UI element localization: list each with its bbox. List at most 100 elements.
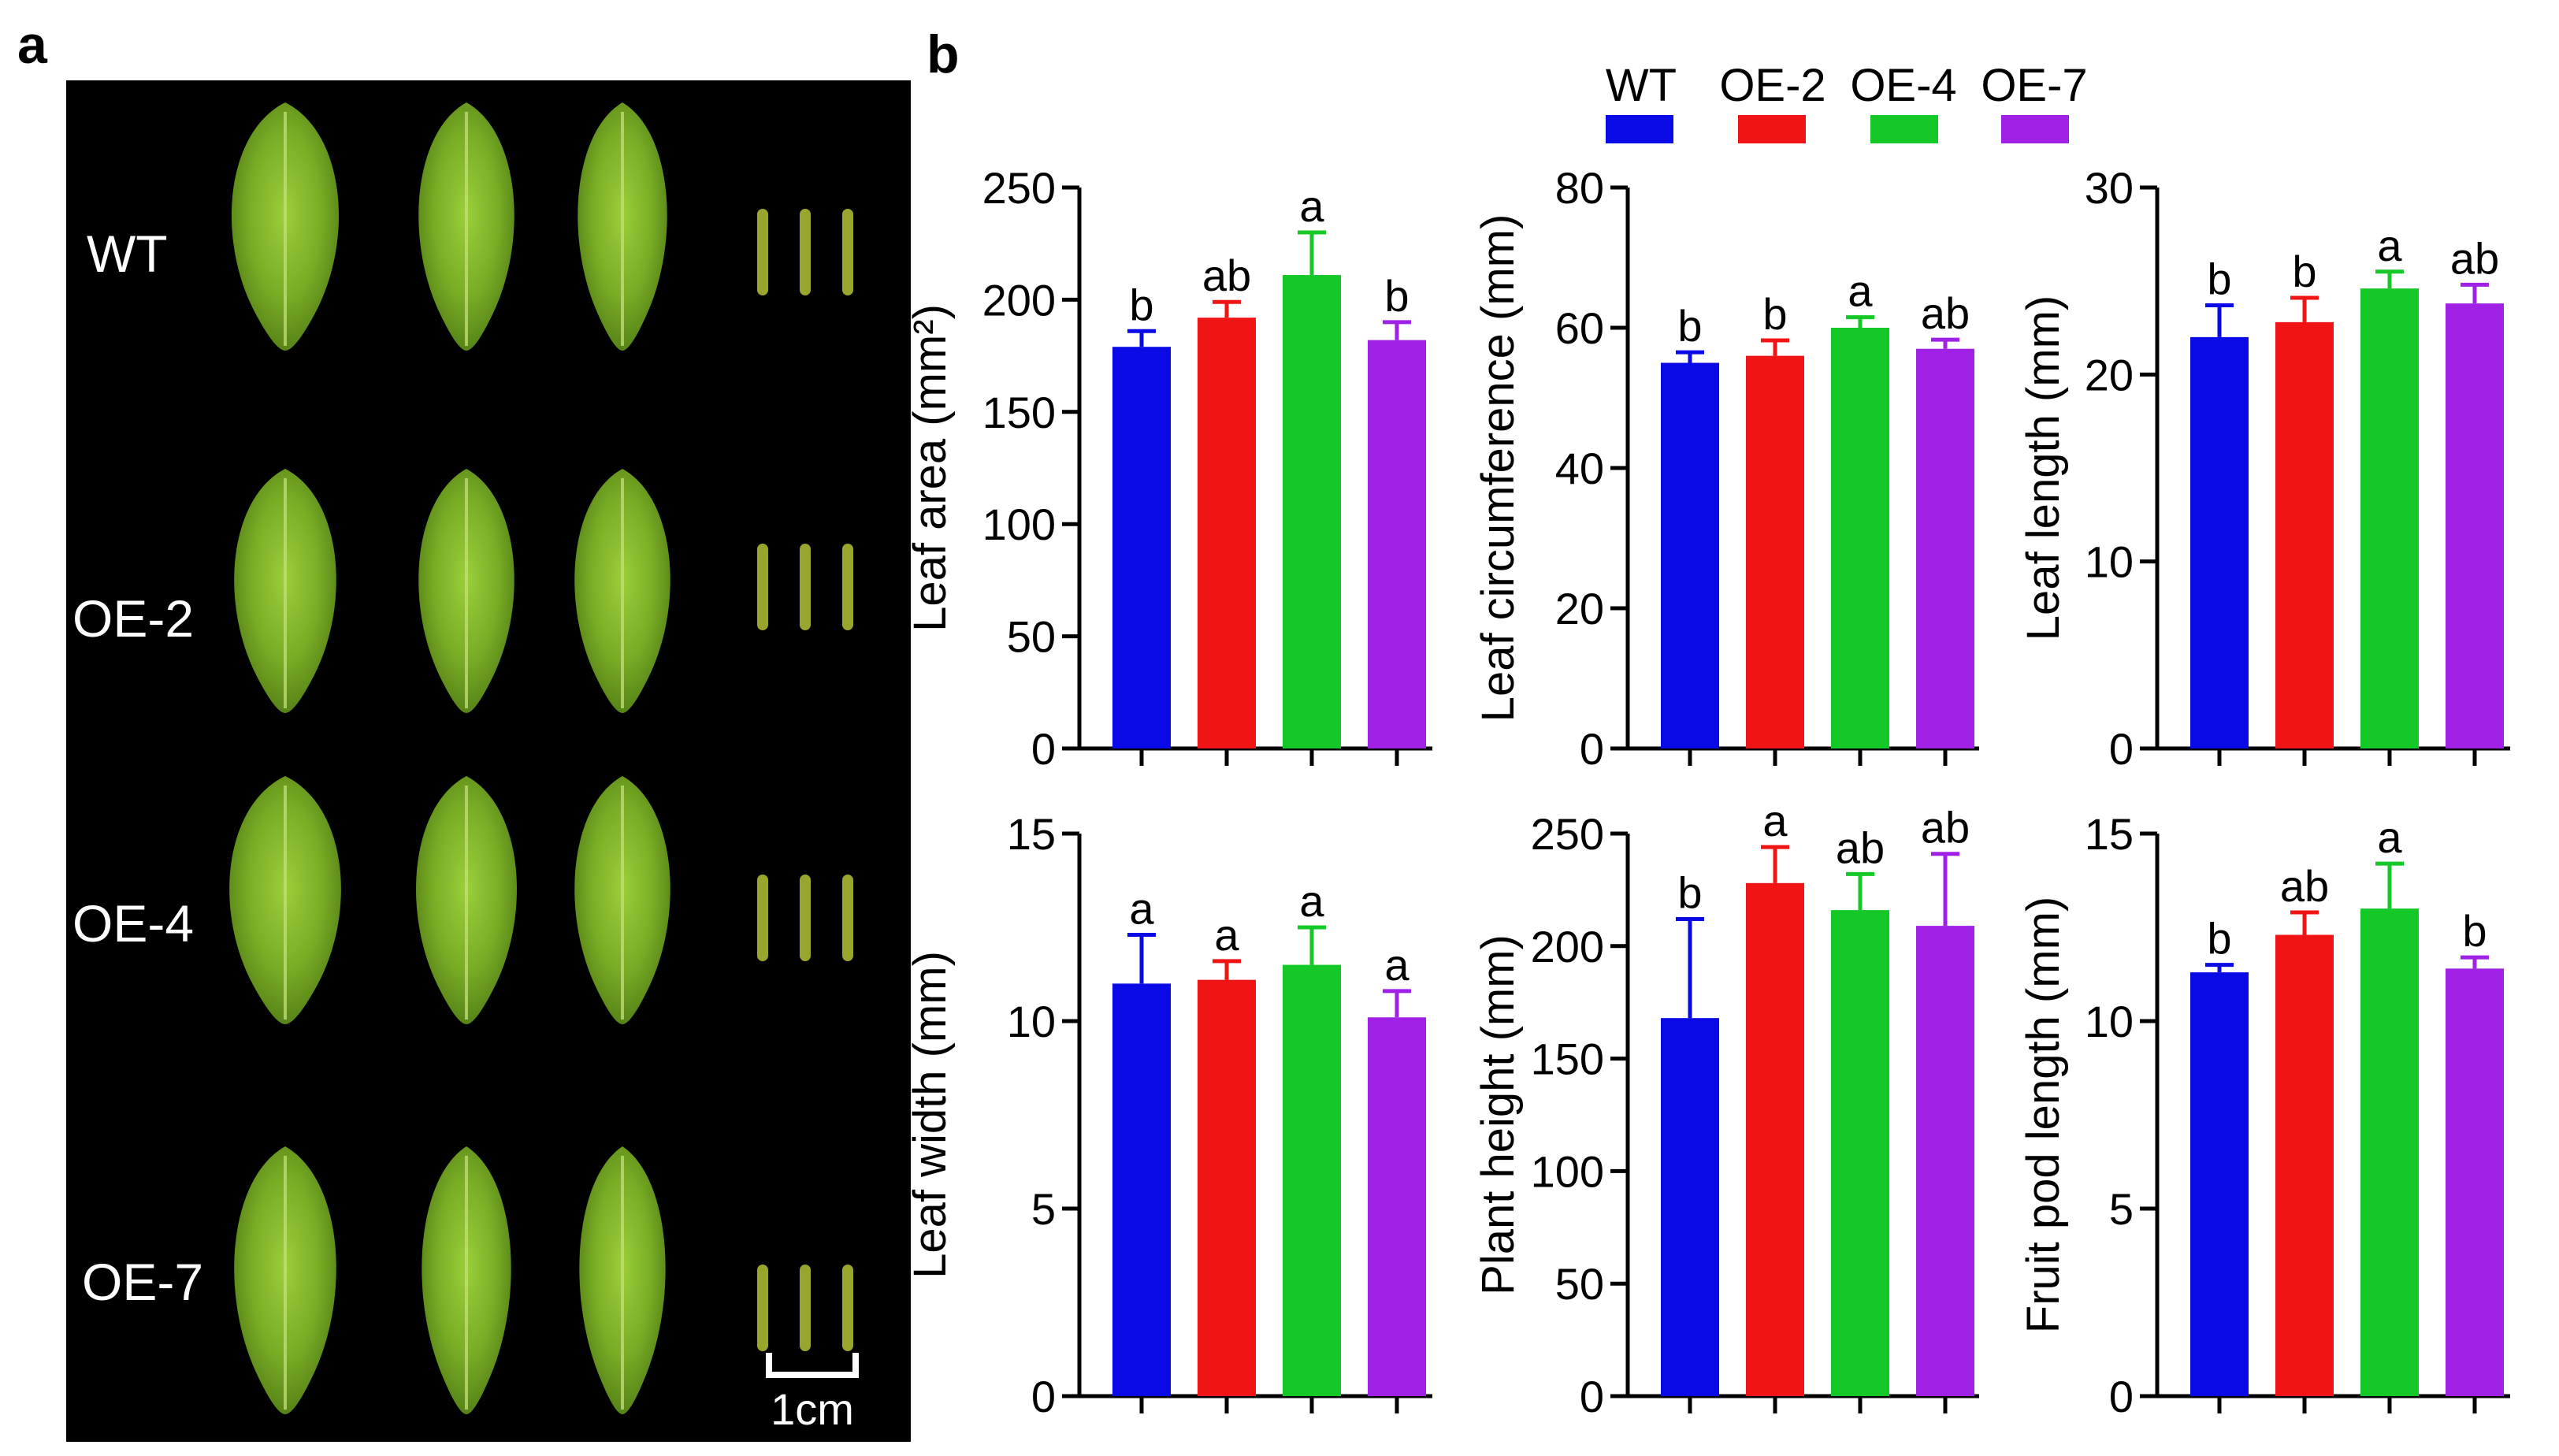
significance-letter: ab <box>1921 803 1970 852</box>
bar-wt <box>1661 1018 1719 1396</box>
bar-oe-7 <box>2446 303 2504 748</box>
significance-letter: a <box>1299 181 1324 231</box>
y-tick-label: 50 <box>1007 612 1056 662</box>
row-label-oe2: OE-2 <box>72 589 194 648</box>
legend-label-oe2: OE-2 <box>1719 60 1825 111</box>
y-tick-label: 100 <box>1531 1146 1604 1196</box>
y-tick-label: 15 <box>1007 809 1056 859</box>
fruit-pod <box>800 209 811 295</box>
panel-a: a WT OE-2 OE-4 OE-7 1cm <box>17 15 911 1442</box>
y-tick-label: 5 <box>2109 1184 2134 1234</box>
fruit-pod <box>842 875 853 961</box>
significance-letter: a <box>1384 940 1409 990</box>
significance-letter: a <box>1848 266 1873 316</box>
y-axis-label: Plant height (mm) <box>1473 934 1524 1295</box>
bar-oe-4 <box>1283 275 1341 748</box>
bar-wt <box>1661 362 1719 748</box>
y-axis-label: Leaf length (mm) <box>2018 295 2069 641</box>
fruit-pod <box>757 544 768 630</box>
legend-swatch-oe2 <box>1738 115 1806 143</box>
legend-swatch-wt <box>1606 115 1673 143</box>
significance-letter: a <box>1214 910 1239 960</box>
significance-letter: a <box>1129 884 1154 934</box>
significance-letter: b <box>1677 868 1702 918</box>
legend-swatch-oe7 <box>2001 115 2069 143</box>
y-tick-label: 200 <box>982 275 1056 325</box>
chart-leaf-width: 0 5 10 15 Leaf width (mm) a a a a <box>904 809 1432 1421</box>
chart-leaf-circumference: 0 20 40 60 80 Leaf circumference (mm) b b a ab <box>1473 163 1979 774</box>
y-tick-label: 250 <box>982 163 1056 213</box>
bar-oe-4 <box>1831 910 1889 1396</box>
fruit-pod <box>800 875 811 961</box>
legend-swatch-oe4 <box>1870 115 1938 143</box>
significance-letter: a <box>1762 796 1788 845</box>
fruit-pods <box>757 209 853 1351</box>
y-axis-label: Fruit pod length (mm) <box>2018 897 2069 1333</box>
leaf-photo <box>229 102 670 1414</box>
y-tick-label: 200 <box>1531 922 1604 971</box>
panel-a-label: a <box>17 15 48 75</box>
bar-oe-4 <box>2360 288 2419 748</box>
fruit-pod <box>842 1265 853 1351</box>
fruit-pod <box>800 1265 811 1351</box>
significance-letter: ab <box>1836 823 1885 872</box>
significance-letter: b <box>2207 914 2231 964</box>
fruit-pod <box>757 875 768 961</box>
fruit-pod <box>757 209 768 295</box>
fruit-pod <box>800 544 811 630</box>
significance-letter: a <box>2377 221 2402 270</box>
legend-label-oe4: OE-4 <box>1850 60 1956 111</box>
y-tick-label: 60 <box>1555 303 1604 353</box>
significance-letter: b <box>2462 906 2487 956</box>
y-tick-label: 5 <box>1031 1184 1056 1234</box>
y-tick-label: 150 <box>1531 1034 1604 1084</box>
y-tick-label: 20 <box>1555 584 1604 633</box>
significance-letter: a <box>2377 812 2402 862</box>
y-tick-label: 50 <box>1555 1259 1604 1309</box>
y-tick-label: 0 <box>1580 724 1604 774</box>
significance-letter: b <box>1677 301 1702 351</box>
bar-oe-4 <box>2360 908 2419 1396</box>
bar-oe-7 <box>1916 348 1974 748</box>
y-tick-label: 0 <box>2109 1372 2134 1421</box>
bar-wt <box>1112 347 1171 748</box>
row-label-oe4: OE-4 <box>72 894 194 953</box>
bar-oe-2 <box>1746 355 1804 748</box>
y-tick-label: 150 <box>982 388 1056 437</box>
row-label-wt: WT <box>87 225 168 283</box>
bar-oe-7 <box>1368 1017 1426 1396</box>
bar-oe-2 <box>1198 318 1256 749</box>
bar-oe-2 <box>1198 979 1256 1396</box>
significance-letter: a <box>1299 876 1324 926</box>
significance-letter: b <box>2207 254 2231 304</box>
y-tick-label: 0 <box>1580 1372 1604 1421</box>
bar-wt <box>2190 972 2249 1396</box>
bar-oe-4 <box>1283 964 1341 1396</box>
bar-oe-7 <box>2446 968 2504 1396</box>
y-tick-label: 20 <box>2085 350 2134 399</box>
y-axis-label: Leaf circumference (mm) <box>1473 214 1524 722</box>
y-tick-label: 0 <box>1031 724 1056 774</box>
significance-letter: b <box>2292 247 2316 296</box>
legend-item-oe4: OE-4 <box>1850 60 1957 143</box>
y-tick-label: 30 <box>2085 163 2134 213</box>
y-tick-label: 0 <box>1031 1372 1056 1421</box>
bar-wt <box>2190 336 2249 748</box>
fruit-pod <box>842 544 853 630</box>
y-tick-label: 40 <box>1555 444 1604 493</box>
legend-item-oe2: OE-2 <box>1719 60 1826 143</box>
legend-item-wt: WT <box>1606 60 1677 143</box>
significance-letter: ab <box>1921 288 1970 338</box>
chart-leaf-length: 0 10 20 30 Leaf length (mm) b b a ab <box>2018 163 2510 774</box>
row-label-oe7: OE-7 <box>82 1253 203 1311</box>
bar-oe-2 <box>2275 321 2334 748</box>
bar-oe-2 <box>2275 934 2334 1396</box>
y-tick-label: 80 <box>1555 163 1604 213</box>
significance-letter: ab <box>2280 861 2329 911</box>
legend-label-oe7: OE-7 <box>1981 60 2087 111</box>
panel-b-label: b <box>927 24 960 84</box>
